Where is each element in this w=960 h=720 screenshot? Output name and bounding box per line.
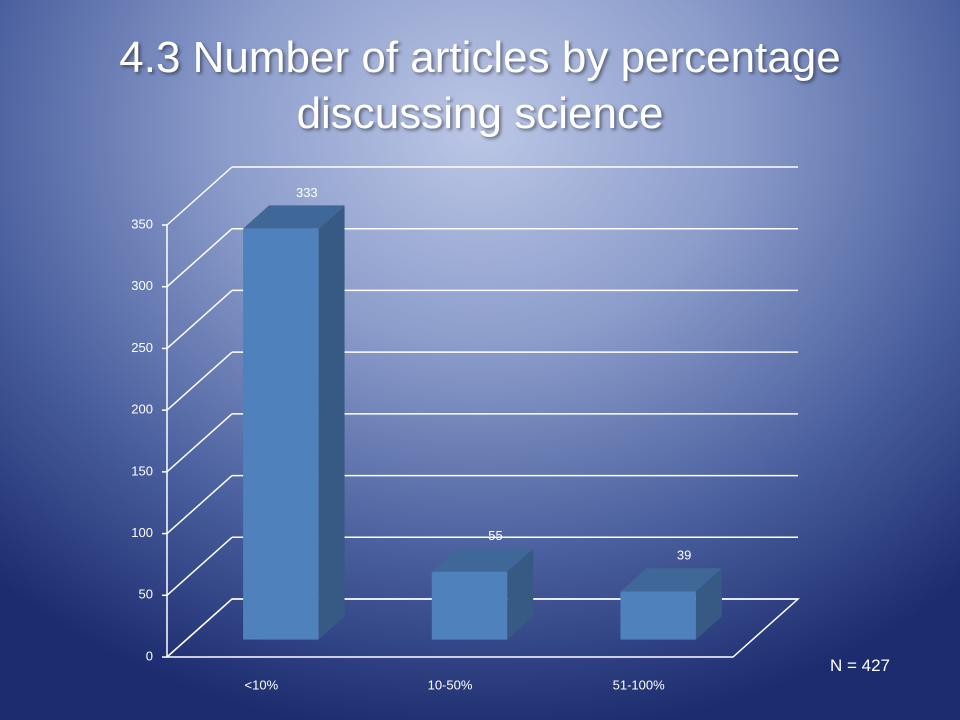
y-tick-label: 250 xyxy=(131,340,153,355)
annotation: N = 427 xyxy=(830,656,891,675)
bar-top xyxy=(431,548,534,572)
bar xyxy=(243,228,319,640)
y-tick-label: 300 xyxy=(131,278,153,293)
y-tick-label: 50 xyxy=(139,587,153,602)
y-tick-label: 150 xyxy=(131,463,153,478)
grid-line xyxy=(166,536,233,596)
y-tick-label: 200 xyxy=(131,402,153,417)
x-tick-label: 10-50% xyxy=(428,677,473,692)
grid-line xyxy=(166,166,233,226)
bar-side xyxy=(695,568,722,640)
grid-line xyxy=(166,413,233,473)
bar xyxy=(431,571,508,640)
data-label: 39 xyxy=(677,548,691,563)
bar-side xyxy=(318,205,345,640)
grid-line xyxy=(166,228,233,288)
y-tick-label: 0 xyxy=(146,648,153,663)
y-tick-label: 350 xyxy=(131,216,153,231)
x-tick-label: 51-100% xyxy=(613,677,665,692)
grid-line xyxy=(166,351,233,411)
grid-line xyxy=(166,475,233,535)
bar-top xyxy=(243,205,345,229)
grid-line xyxy=(166,289,233,349)
grid-line xyxy=(166,598,233,658)
data-label: 333 xyxy=(296,185,318,200)
bar-side xyxy=(507,548,534,640)
chart-title: 4.3 Number of articles by percentage dis… xyxy=(119,33,841,138)
data-label: 55 xyxy=(488,528,502,543)
x-tick-label: <10% xyxy=(245,677,279,692)
bar xyxy=(620,591,696,640)
y-tick-label: 100 xyxy=(131,525,153,540)
bar-top xyxy=(620,568,722,592)
